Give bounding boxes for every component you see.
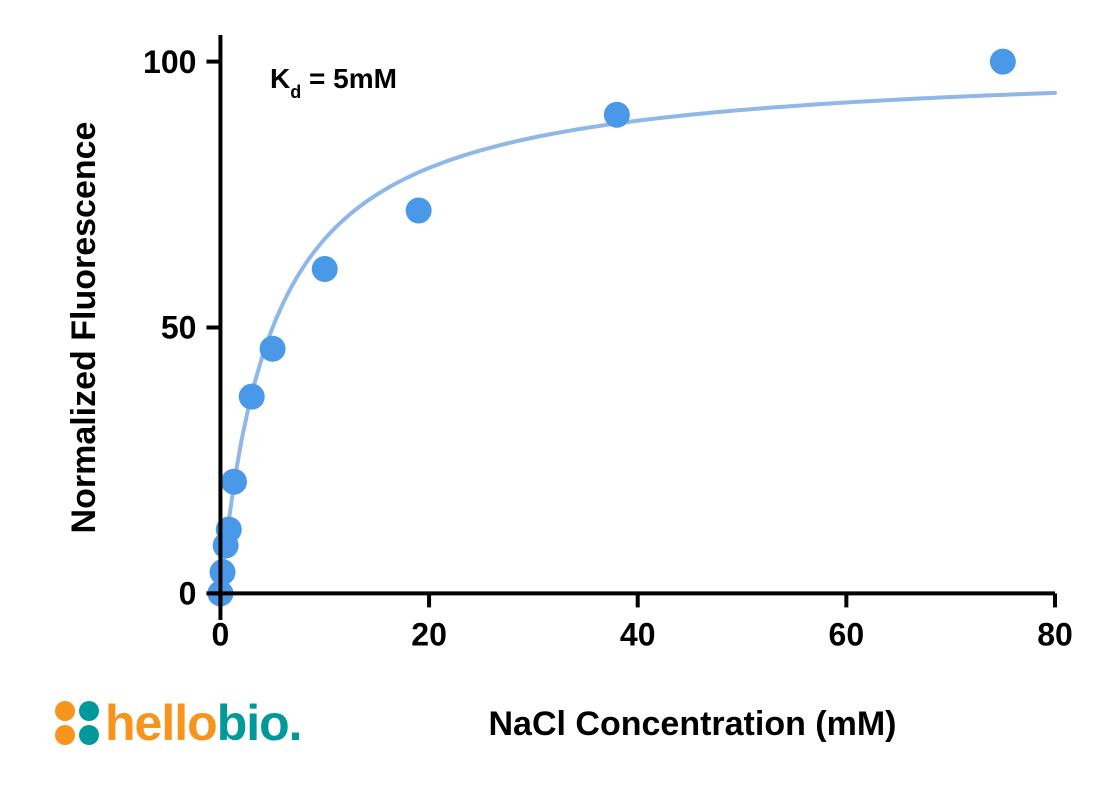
- x-tick-label: 40: [620, 616, 656, 652]
- fit-curve: [220, 93, 1055, 594]
- data-point-7: [312, 256, 338, 282]
- data-point-10: [990, 49, 1016, 75]
- figure-container: 0 20 40 60 80 0 50 100 Normalized Fluorescence Na…: [0, 0, 1100, 785]
- y-tick-label: 100: [143, 44, 196, 80]
- kd-annotation: Kd = 5mM: [270, 63, 397, 102]
- data-point-5: [239, 384, 265, 410]
- logo-dot: [79, 725, 99, 745]
- x-axis-label: NaCl Concentration (mM): [489, 705, 897, 743]
- y-tick-label: 50: [161, 310, 197, 346]
- data-point-8: [406, 198, 432, 224]
- x-tick-label: 0: [212, 616, 230, 652]
- data-point-1: [210, 559, 236, 585]
- logo-text-bio: bio: [217, 698, 289, 748]
- data-point-4: [221, 469, 247, 495]
- logo-dot: [79, 701, 99, 721]
- logo-dot: [55, 725, 75, 745]
- logo-dot: [55, 701, 75, 721]
- x-tick-label: 80: [1037, 616, 1073, 652]
- y-axis-label: Normalized Fluorescence: [65, 122, 103, 534]
- logo-text-hello: hello: [105, 698, 217, 748]
- chart-svg: 0 20 40 60 80 0 50 100 Normalized Fluorescence Na…: [0, 0, 1100, 785]
- data-point-6: [260, 336, 286, 362]
- data-point-9: [604, 102, 630, 128]
- x-tick-label: 20: [411, 616, 447, 652]
- x-tick-label: 60: [829, 616, 865, 652]
- logo-period: .: [289, 698, 302, 748]
- hellobio-logo: hellobio.: [55, 690, 365, 755]
- logo-dots: [55, 701, 99, 745]
- y-tick-label: 0: [179, 576, 197, 612]
